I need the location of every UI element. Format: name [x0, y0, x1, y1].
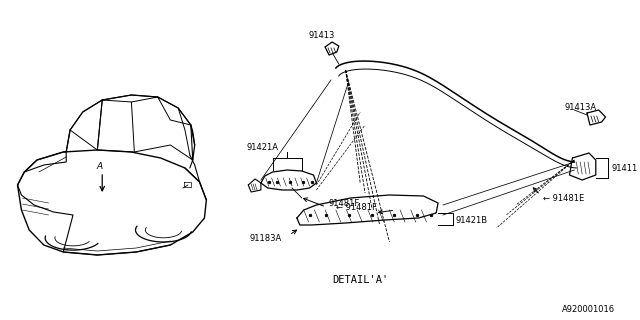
- Text: A920001016: A920001016: [562, 306, 615, 315]
- Text: ← 91481F: ← 91481F: [336, 203, 377, 212]
- Text: 91421B: 91421B: [456, 215, 488, 225]
- Text: 91183A: 91183A: [249, 234, 282, 243]
- Text: DETAIL'A': DETAIL'A': [332, 275, 388, 285]
- Text: 91413: 91413: [308, 30, 335, 39]
- Text: 91411: 91411: [611, 164, 637, 172]
- Text: 91481F: 91481F: [328, 198, 359, 207]
- Text: 91413A: 91413A: [564, 102, 596, 111]
- Text: ← 91481E: ← 91481E: [543, 194, 584, 203]
- Text: A: A: [96, 162, 102, 171]
- Text: 91421A: 91421A: [247, 142, 279, 151]
